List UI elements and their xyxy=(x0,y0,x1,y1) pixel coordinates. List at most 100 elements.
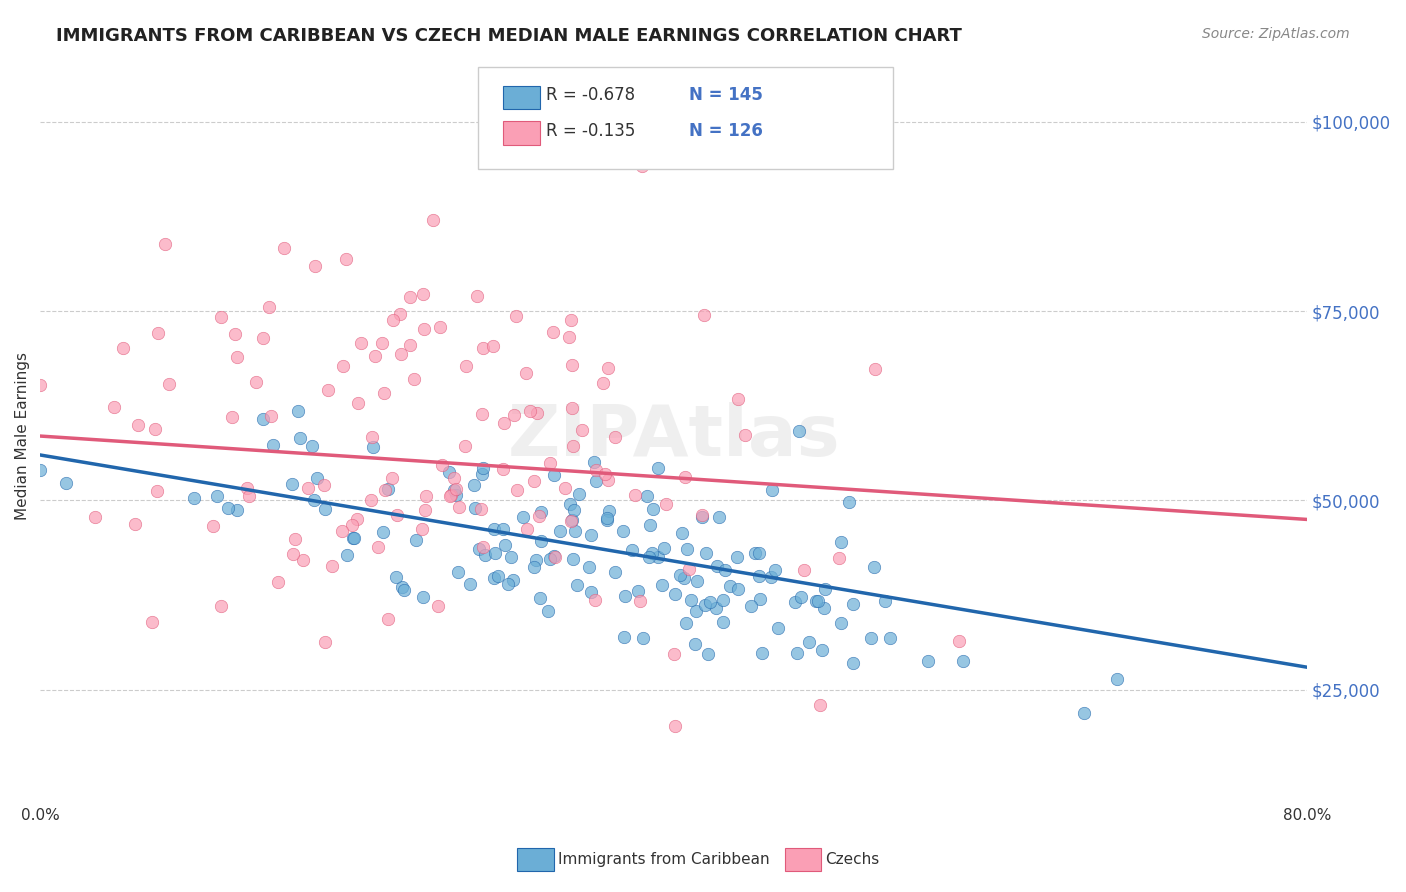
Point xyxy=(281,477,304,491)
Point xyxy=(245,375,267,389)
Text: IMMIGRANTS FROM CARIBBEAN VS CZECH MEDIAN MALE EARNINGS CORRELATION CHART: IMMIGRANTS FROM CARIBBEAN VS CZECH MEDIA… xyxy=(56,27,962,45)
Point xyxy=(471,407,494,421)
Point xyxy=(671,526,693,541)
Point xyxy=(554,481,576,495)
Point xyxy=(948,633,970,648)
Point xyxy=(84,510,107,524)
Point xyxy=(1105,672,1128,686)
Point xyxy=(523,559,546,574)
Point xyxy=(336,548,359,562)
Point xyxy=(437,465,460,479)
Point xyxy=(543,549,565,563)
Point xyxy=(652,541,675,555)
Point xyxy=(413,322,436,336)
Point xyxy=(598,504,620,518)
Point xyxy=(502,408,524,422)
Point xyxy=(422,213,444,227)
Point xyxy=(538,552,561,566)
Point xyxy=(443,471,465,485)
Point xyxy=(492,462,515,476)
Point xyxy=(347,395,370,409)
Point xyxy=(141,615,163,629)
Point xyxy=(628,593,651,607)
Point xyxy=(346,511,368,525)
Point xyxy=(841,597,863,611)
Point xyxy=(257,300,280,314)
Point xyxy=(544,550,567,565)
Point xyxy=(482,338,505,352)
Point xyxy=(209,599,232,614)
Point xyxy=(598,473,620,487)
Point xyxy=(530,505,553,519)
Point xyxy=(342,531,364,545)
Point xyxy=(793,563,815,577)
Point xyxy=(183,491,205,505)
Point xyxy=(865,361,887,376)
Point xyxy=(655,497,678,511)
Point xyxy=(683,637,706,651)
Point xyxy=(748,546,770,560)
Point xyxy=(515,366,537,380)
Point xyxy=(585,474,607,488)
Point xyxy=(316,384,339,398)
Point xyxy=(391,580,413,594)
Point xyxy=(571,423,593,437)
Point xyxy=(567,578,589,592)
Point xyxy=(585,463,607,477)
Point xyxy=(636,489,658,503)
Point xyxy=(699,595,721,609)
Point xyxy=(447,565,470,579)
Point xyxy=(813,601,835,615)
Text: N = 126: N = 126 xyxy=(689,122,763,140)
Text: Source: ZipAtlas.com: Source: ZipAtlas.com xyxy=(1202,27,1350,41)
Point xyxy=(301,439,323,453)
Point xyxy=(664,587,686,601)
Point xyxy=(399,338,422,352)
Point xyxy=(340,517,363,532)
Point xyxy=(614,589,637,603)
Point xyxy=(389,347,412,361)
Point xyxy=(797,635,820,649)
Point xyxy=(103,400,125,414)
Point xyxy=(673,470,696,484)
Point xyxy=(411,522,433,536)
Point xyxy=(374,483,396,498)
Point xyxy=(343,531,366,545)
Point xyxy=(709,510,731,524)
Point xyxy=(460,577,482,591)
Point xyxy=(432,458,454,472)
Point xyxy=(917,654,939,668)
Point xyxy=(672,572,695,586)
Point xyxy=(291,553,314,567)
Point xyxy=(543,468,565,483)
Point xyxy=(813,582,835,596)
Point xyxy=(486,569,509,583)
Point xyxy=(811,642,834,657)
Point xyxy=(581,527,603,541)
Point xyxy=(526,406,548,420)
Point xyxy=(145,483,167,498)
Point xyxy=(697,648,720,662)
Point xyxy=(763,563,786,577)
Point xyxy=(364,349,387,363)
Point xyxy=(471,460,494,475)
Point xyxy=(704,600,727,615)
Point xyxy=(482,522,505,536)
Point xyxy=(260,409,283,424)
Point xyxy=(446,482,468,496)
Point xyxy=(463,477,485,491)
Point xyxy=(711,615,734,630)
Point xyxy=(561,513,583,527)
Point xyxy=(808,698,831,712)
Point xyxy=(583,593,606,607)
Point xyxy=(827,551,849,566)
Point xyxy=(314,502,336,516)
Point xyxy=(440,488,463,502)
Point xyxy=(579,585,602,599)
Point xyxy=(494,416,516,430)
Point xyxy=(496,577,519,591)
Point xyxy=(236,481,259,495)
Point xyxy=(361,440,384,454)
Point xyxy=(439,489,461,503)
Point xyxy=(624,488,647,502)
